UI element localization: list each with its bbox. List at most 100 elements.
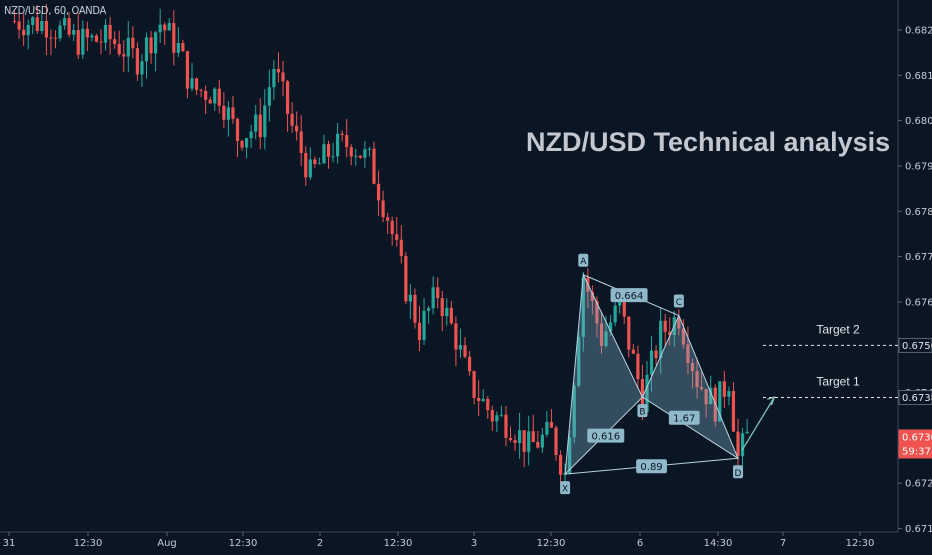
candle-body (276, 68, 281, 73)
x-tick-label: 2 (317, 538, 323, 549)
candle-body (408, 294, 412, 302)
candle-body (240, 140, 244, 148)
candle-body (181, 43, 185, 52)
candle-body (463, 345, 467, 357)
candle-body (636, 353, 640, 380)
candle-body (17, 21, 21, 30)
price-label-text: 0.67389 (902, 393, 932, 404)
y-tick-label: 0.68100 (905, 71, 932, 82)
candle-body (554, 427, 558, 456)
candle-body (381, 200, 385, 218)
x-tick-label: 31 (3, 538, 16, 549)
candle-body (613, 305, 617, 323)
candle-body (172, 23, 176, 53)
candle-body (295, 125, 299, 132)
candle-body (536, 442, 540, 448)
candle-body (263, 105, 267, 138)
candle-body (12, 20, 17, 22)
candle-body (577, 336, 581, 386)
candle-body (513, 440, 517, 444)
x-tick-label: 3 (471, 538, 477, 549)
candle-body (558, 455, 563, 475)
candle-body (736, 431, 740, 457)
candle-body (431, 287, 435, 309)
candle-body (481, 398, 485, 402)
candle-body (477, 397, 481, 402)
candle-body (499, 414, 503, 416)
ratio-label: 0.664 (615, 291, 644, 302)
candle-body (417, 322, 422, 340)
candle-body (235, 118, 240, 141)
pattern-point-label: B (639, 408, 645, 418)
candle-body (185, 51, 190, 89)
candle-body (454, 323, 458, 350)
candle-body (290, 114, 294, 126)
candle-body (285, 81, 290, 115)
candle-body (704, 389, 708, 405)
candle-body (358, 155, 362, 158)
candle-body (663, 320, 667, 332)
candle-body (135, 48, 139, 75)
candle-body (76, 30, 80, 55)
y-tick-label: 0.67600 (905, 297, 932, 308)
y-tick-label: 0.67200 (905, 479, 932, 490)
candle-body (722, 381, 726, 397)
candle-body (308, 159, 312, 178)
candle-body (727, 391, 731, 397)
candle-body (718, 381, 722, 422)
candle-body (376, 183, 381, 201)
pattern-point-box (578, 253, 589, 267)
candle-body (427, 308, 431, 311)
candle-body (326, 144, 331, 157)
candle-body (467, 356, 472, 372)
candle-body (194, 78, 199, 90)
candle-body (731, 391, 736, 432)
candle-body (568, 437, 572, 474)
candle-body (445, 307, 449, 317)
candle-body (31, 17, 35, 25)
candle-body (108, 24, 112, 40)
ratio-label: 1.67 (673, 414, 695, 425)
candle-body (395, 234, 399, 240)
pattern-point-box (673, 294, 684, 308)
candle-body (618, 299, 622, 306)
candle-body (63, 18, 67, 26)
candle-body (26, 24, 30, 36)
candle-body (140, 61, 144, 75)
candle-body (58, 25, 62, 39)
candle-body (522, 430, 526, 452)
candle-body (690, 362, 695, 372)
pattern-point-box (637, 404, 648, 418)
price-label-text: 0.67302 (902, 432, 932, 443)
candle-body (413, 294, 417, 323)
candle-body (254, 114, 258, 132)
candle-body (527, 431, 531, 452)
candle-body (81, 28, 85, 55)
candle-body (440, 298, 444, 317)
candle-body (572, 385, 576, 438)
candle-body (390, 220, 394, 235)
x-tick-label: Aug (157, 538, 177, 549)
target-label: Target 2 (816, 322, 860, 336)
candle-body (631, 349, 635, 354)
ratio-box (587, 428, 625, 443)
price-label-text: 0.67504 (902, 341, 932, 352)
candle-body (226, 107, 230, 120)
candle-body (258, 114, 262, 138)
candle-body (627, 316, 631, 350)
candle-body (640, 379, 645, 413)
candle-body (167, 23, 171, 31)
candle-body (99, 41, 103, 43)
candle-body (495, 415, 499, 422)
y-tick-label: 0.67100 (905, 524, 932, 535)
projection-arrow-head (767, 396, 776, 406)
candle-body (595, 301, 599, 324)
candle-body (399, 239, 403, 257)
candle-body (367, 148, 372, 150)
price-label-box (898, 390, 932, 406)
candle-body (117, 44, 121, 55)
candle-body (35, 17, 39, 32)
x-tick-label: 12:30 (537, 538, 566, 549)
